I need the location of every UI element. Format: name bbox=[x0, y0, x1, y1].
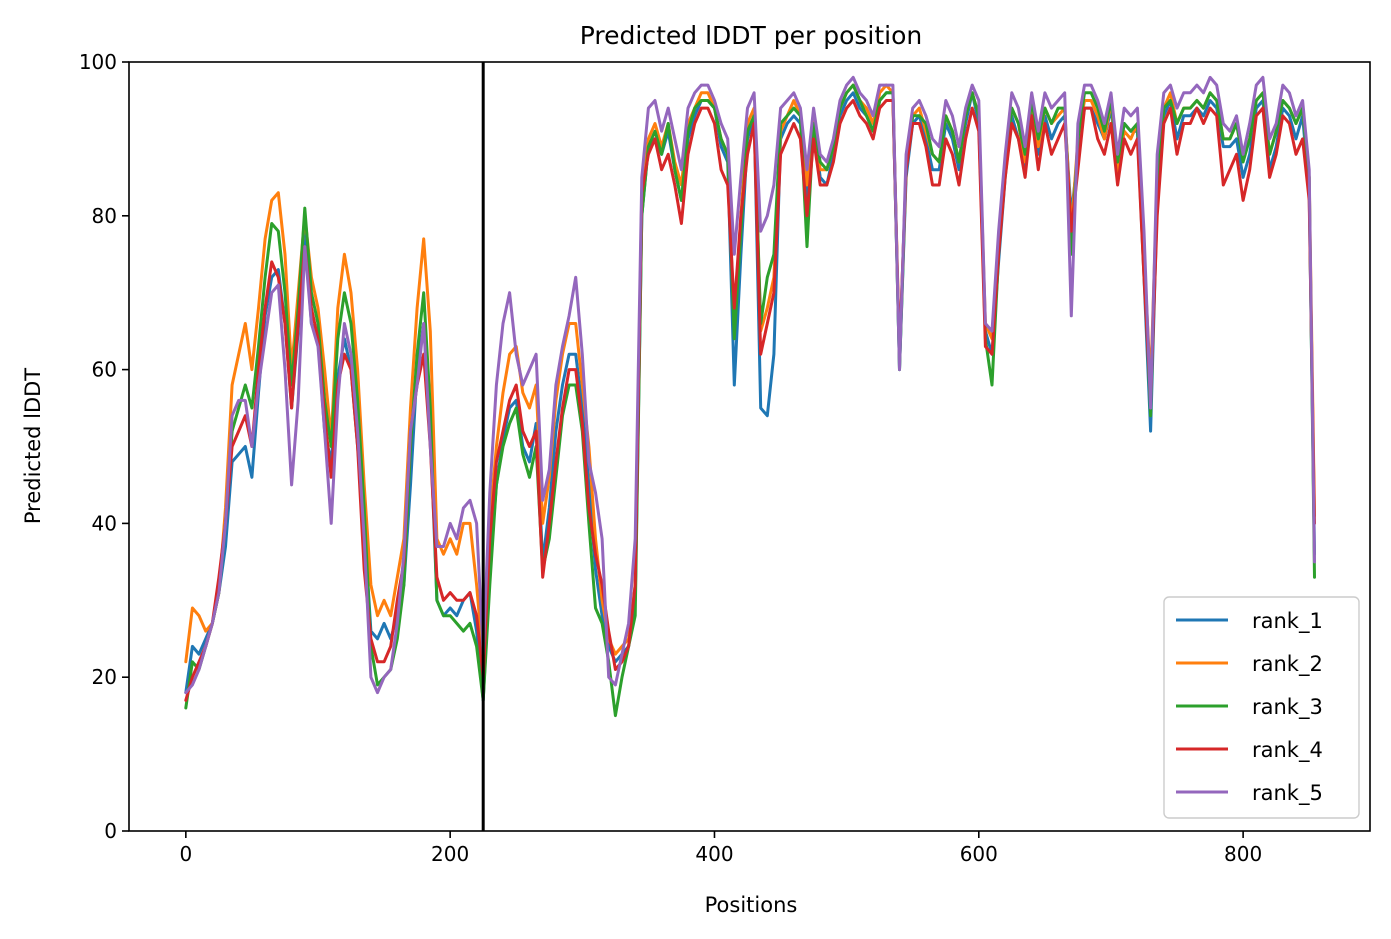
legend-label-rank_5: rank_5 bbox=[1252, 781, 1323, 806]
legend: rank_1 rank_2 rank_3 rank_4 rank_5 bbox=[1163, 596, 1360, 819]
series-line-rank_2 bbox=[184, 83, 1316, 664]
series-line-rank_5 bbox=[184, 75, 1316, 695]
plot-frame bbox=[128, 61, 1371, 832]
legend-label-rank_2: rank_2 bbox=[1252, 652, 1323, 677]
x-tick-label: 200 bbox=[431, 842, 469, 866]
series-line-rank_3 bbox=[184, 83, 1316, 718]
legend-label-rank_4: rank_4 bbox=[1252, 738, 1323, 763]
legend-label-rank_1: rank_1 bbox=[1252, 609, 1323, 634]
series-line-rank_4 bbox=[184, 99, 1316, 702]
series-layer bbox=[184, 75, 1316, 718]
legend-label-rank_3: rank_3 bbox=[1252, 695, 1323, 720]
x-tick-label: 800 bbox=[1224, 842, 1262, 866]
y-tick-label: 0 bbox=[104, 819, 117, 843]
y-tick-label: 60 bbox=[92, 358, 117, 382]
x-tick-label: 400 bbox=[695, 842, 733, 866]
x-tick-label: 600 bbox=[960, 842, 998, 866]
y-tick-label: 80 bbox=[92, 204, 117, 228]
y-axis-ticks: 0 20 40 60 80 100 bbox=[79, 50, 129, 843]
legend-box bbox=[1163, 596, 1360, 819]
legend-items: rank_1 rank_2 rank_3 rank_4 rank_5 bbox=[1176, 609, 1323, 806]
x-axis-label: Positions bbox=[705, 893, 798, 917]
y-tick-label: 40 bbox=[92, 511, 117, 535]
chart-title: Predicted lDDT per position bbox=[580, 21, 922, 50]
y-tick-label: 20 bbox=[92, 665, 117, 689]
plot-area bbox=[184, 62, 1316, 831]
y-axis-label: Predicted lDDT bbox=[21, 368, 45, 524]
x-axis-ticks: 0 200 400 600 800 bbox=[179, 831, 1262, 866]
y-tick-label: 100 bbox=[79, 50, 117, 74]
x-tick-label: 0 bbox=[179, 842, 192, 866]
